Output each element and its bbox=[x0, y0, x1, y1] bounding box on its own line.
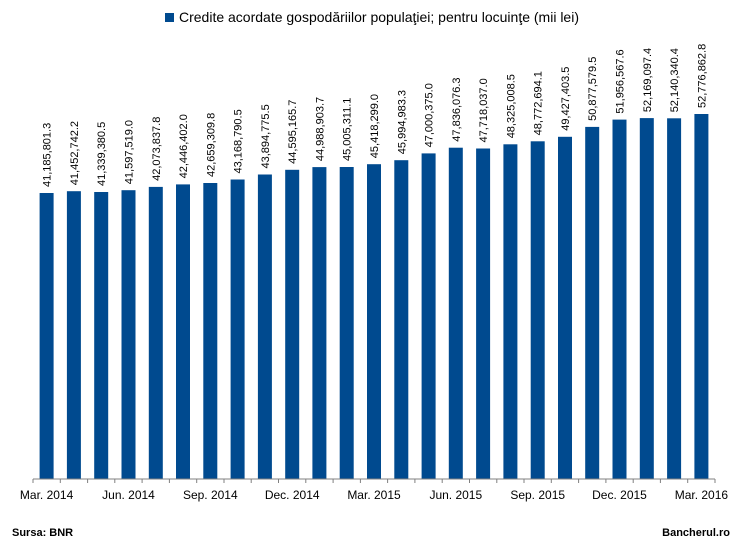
bar bbox=[558, 136, 572, 480]
x-tick-label: Dec. 2014 bbox=[265, 488, 320, 502]
data-label: 41,452,742.2 bbox=[69, 121, 81, 185]
data-label: 47,836,076.3 bbox=[451, 77, 463, 141]
data-label: 45,005,311.1 bbox=[342, 98, 354, 161]
bar bbox=[230, 179, 245, 479]
bar bbox=[121, 190, 136, 479]
chart-legend: Credite acordate gospodăriilor populaţie… bbox=[0, 9, 744, 25]
bar bbox=[394, 160, 409, 479]
bar bbox=[257, 174, 272, 479]
bar bbox=[421, 153, 436, 479]
x-tick-label: Mar. 2015 bbox=[347, 488, 401, 502]
bar bbox=[339, 167, 354, 479]
bar bbox=[503, 144, 518, 480]
data-label: 41,185,801.3 bbox=[42, 123, 54, 187]
x-tick-label: Mar. 2016 bbox=[675, 488, 729, 502]
bar bbox=[285, 169, 300, 480]
data-label: 43,894,775.5 bbox=[260, 104, 272, 168]
bar bbox=[203, 183, 218, 479]
x-tick-label: Jun. 2015 bbox=[429, 488, 482, 502]
legend-swatch bbox=[165, 13, 174, 22]
data-label: 41,597,519.0 bbox=[124, 120, 136, 184]
data-label: 49,427,403.5 bbox=[560, 67, 572, 131]
bar bbox=[585, 126, 600, 480]
bar bbox=[476, 148, 491, 479]
data-label: 52,776,862.8 bbox=[696, 44, 708, 108]
data-label: 44,595,165.7 bbox=[287, 100, 299, 164]
legend-label: Credite acordate gospodăriilor populaţie… bbox=[179, 9, 579, 25]
bar bbox=[694, 114, 709, 479]
data-label: 41,339,380.5 bbox=[96, 122, 108, 186]
data-label: 45,994,983.3 bbox=[396, 90, 408, 154]
bar bbox=[39, 193, 54, 479]
bar bbox=[448, 147, 463, 479]
brand-label: Bancherul.ro bbox=[662, 527, 730, 539]
data-label: 42,659,309.8 bbox=[205, 113, 217, 177]
bar bbox=[530, 141, 545, 480]
data-label: 45,418,299.0 bbox=[369, 94, 381, 158]
x-tick-label: Sep. 2015 bbox=[510, 488, 565, 502]
bar bbox=[94, 192, 109, 479]
bar bbox=[639, 118, 654, 479]
bar bbox=[667, 118, 682, 480]
x-tick-label: Sep. 2014 bbox=[183, 488, 238, 502]
data-label: 42,446,402.0 bbox=[178, 114, 190, 178]
bar bbox=[148, 186, 163, 479]
data-label: 47,718,037.0 bbox=[478, 78, 490, 142]
data-label: 51,956,567.6 bbox=[615, 49, 627, 113]
data-label: 44,988,903.7 bbox=[314, 97, 326, 161]
data-label: 48,325,008.5 bbox=[505, 74, 517, 138]
bar bbox=[612, 119, 627, 479]
data-label: 50,877,579.5 bbox=[587, 57, 599, 121]
source-note: Sursa: BNR bbox=[12, 527, 74, 539]
x-tick-label: Mar. 2014 bbox=[20, 488, 74, 502]
data-label: 43,168,790.5 bbox=[233, 109, 245, 173]
bar-chart: 41,185,801.3 41,452,742.2 41,339,380.5 41,5… bbox=[20, 44, 729, 502]
x-tick-label: Dec. 2015 bbox=[592, 488, 647, 502]
bar bbox=[176, 184, 190, 479]
bar bbox=[367, 164, 381, 479]
bar bbox=[312, 167, 327, 479]
data-label: 47,000,375.0 bbox=[424, 83, 436, 147]
data-label: 52,140,340.4 bbox=[669, 48, 681, 112]
bar bbox=[66, 191, 81, 479]
data-label: 48,772,694.1 bbox=[533, 71, 545, 135]
data-label: 52,169,097.4 bbox=[642, 48, 654, 112]
x-tick-label: Jun. 2014 bbox=[102, 488, 155, 502]
data-label: 42,073,837.8 bbox=[151, 117, 163, 181]
